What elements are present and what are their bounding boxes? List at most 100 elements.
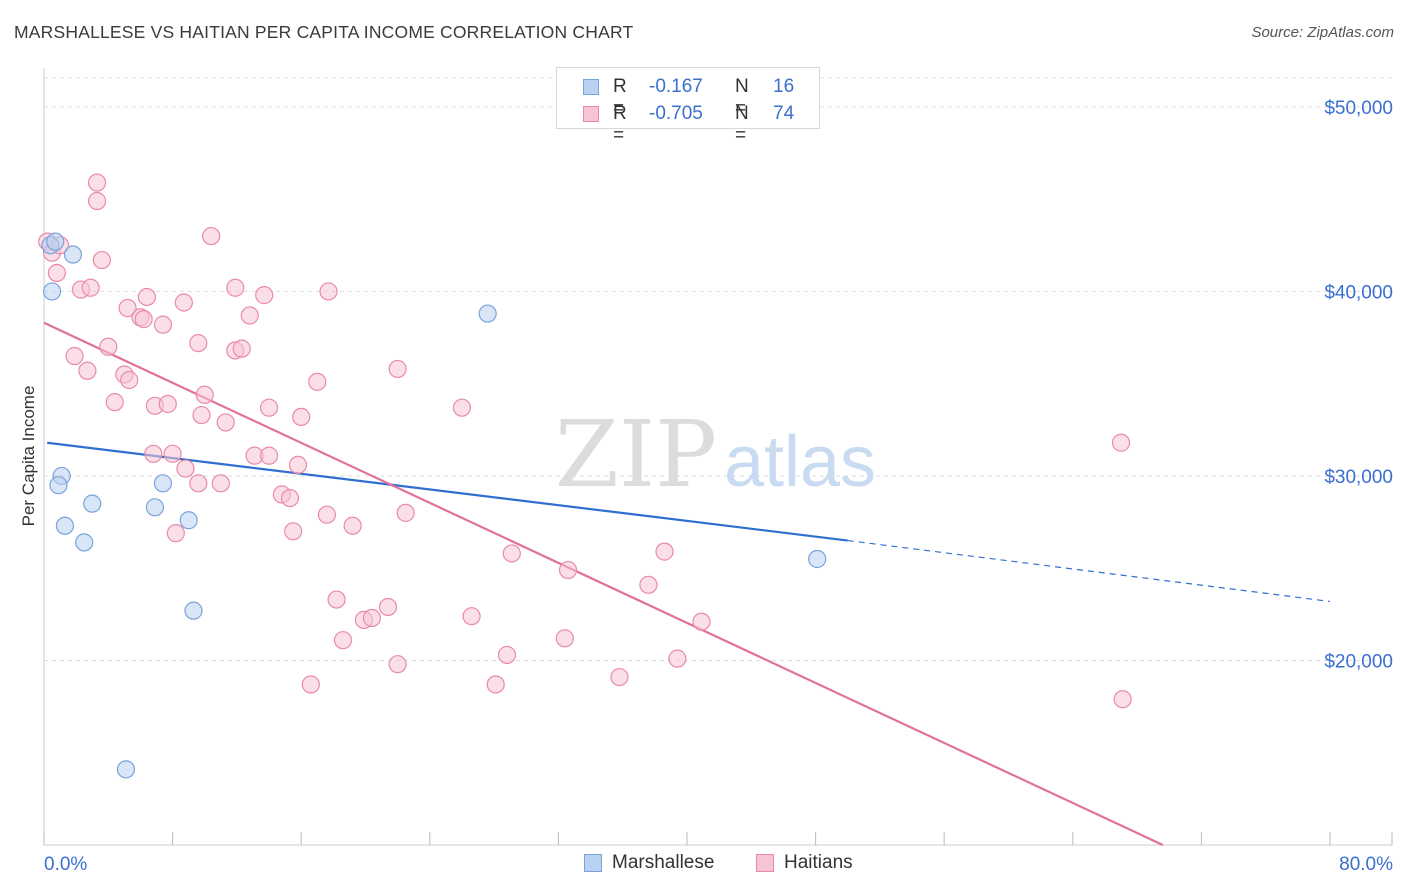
n-value: 74	[773, 103, 795, 124]
r-value: -0.705	[649, 103, 703, 124]
haitians-point	[462, 607, 481, 626]
series-legend: Marshallese Haitians	[0, 852, 1406, 876]
haitians-point	[378, 597, 398, 617]
haitians-point	[192, 405, 211, 425]
y-tick-label: $30,000	[1324, 467, 1393, 488]
watermark: ZIP atlas	[555, 401, 876, 508]
haitians-point	[388, 359, 407, 379]
haitians-point	[668, 649, 687, 668]
haitians-point	[497, 645, 517, 665]
haitians-point	[452, 398, 472, 417]
haitians-point	[486, 675, 505, 694]
haitians-point	[639, 575, 658, 594]
marshallese-swatch	[583, 79, 599, 95]
marshallese-legend-swatch	[584, 854, 602, 872]
haitians-point	[396, 503, 415, 522]
haitians-point	[87, 191, 107, 211]
marshallese-points	[41, 232, 827, 779]
n-label: N =	[735, 103, 749, 146]
haitians-swatch	[583, 106, 599, 122]
haitians-point	[288, 455, 308, 474]
haitians-point	[166, 524, 185, 543]
x-tick-label-max: 80.0%	[1339, 854, 1393, 875]
haitians-point	[78, 361, 97, 380]
r-value: -0.167	[649, 76, 703, 97]
n-label: N =	[735, 76, 749, 119]
haitians-point	[388, 655, 407, 674]
haitians-point	[232, 339, 251, 358]
marshallese-point	[145, 498, 165, 517]
marshallese-point	[153, 474, 173, 493]
haitians-point	[558, 560, 578, 580]
haitians-point	[259, 398, 279, 417]
marshallese-point	[63, 245, 83, 264]
haitians-point	[216, 413, 235, 432]
axes	[43, 68, 1393, 846]
haitians-point	[333, 631, 353, 650]
haitians-point	[259, 446, 279, 465]
marshallese-point	[55, 516, 74, 535]
haitians-point	[301, 675, 320, 694]
haitians-point	[158, 394, 177, 414]
axis-labels: $20,000 $30,000 $40,000 $50,000 0.0% 80.0% Per…	[19, 98, 1393, 875]
haitians-point	[292, 407, 311, 427]
haitians-point	[343, 516, 362, 535]
watermark-zip: ZIP	[555, 401, 717, 508]
haitians-point	[144, 444, 163, 463]
haitians-point	[137, 287, 156, 307]
haitians-point	[105, 393, 124, 412]
haitians-point	[226, 278, 245, 297]
haitians-point	[1113, 690, 1132, 709]
haitians-point	[189, 333, 208, 353]
marshallese-trend-extension	[847, 539, 1331, 603]
marshallese-point	[49, 476, 68, 495]
haitians-point	[284, 522, 303, 541]
marshallese-point	[478, 304, 497, 323]
haitians-point	[87, 173, 107, 192]
haitians-point	[555, 629, 574, 648]
y-tick-label: $20,000	[1324, 651, 1393, 672]
marshallese-point	[808, 549, 827, 569]
r-label: R =	[613, 76, 627, 119]
haitians-point	[189, 474, 208, 493]
source-label: Source: ZipAtlas.com	[1251, 24, 1394, 41]
haitians-point	[118, 298, 137, 318]
chart-title: MARSHALLESE VS HAITIAN PER CAPITA INCOME…	[14, 22, 634, 42]
grid-lines	[44, 77, 1392, 661]
haitians-point	[327, 590, 346, 609]
haitians-point	[362, 608, 382, 628]
marshallese-point	[46, 232, 65, 251]
haitians-point	[153, 315, 173, 334]
haitians-point	[1111, 433, 1131, 452]
haitians-legend-swatch	[756, 854, 774, 872]
haitians-point	[308, 372, 327, 391]
marshallese-point	[83, 494, 102, 513]
x-tick-label-min: 0.0%	[44, 854, 87, 875]
n-value: 16	[773, 76, 795, 97]
haitians-point	[134, 310, 153, 329]
haitians-point	[502, 544, 521, 563]
marshallese-point	[75, 533, 94, 552]
haitians-point	[240, 306, 259, 325]
marshallese-point	[184, 601, 203, 620]
haitians-point	[211, 474, 230, 493]
stats-legend: R = -0.167 N = 16 R = -0.705 N = 74	[556, 67, 820, 146]
haitians-point	[47, 263, 66, 283]
y-axis-title: Per Capita Income	[19, 386, 38, 527]
marshallese-point	[179, 511, 198, 530]
marshallese-trend-line	[47, 441, 848, 542]
haitians-point	[81, 278, 100, 297]
legend-label: Marshallese	[612, 852, 715, 873]
haitians-point	[610, 667, 629, 687]
haitians-point	[176, 459, 195, 478]
haitians-point	[655, 542, 674, 561]
haitians-point	[202, 226, 221, 246]
haitians-point	[195, 385, 214, 404]
y-tick-label: $40,000	[1324, 282, 1393, 303]
haitians-point	[280, 488, 300, 508]
legend-label: Haitians	[784, 852, 853, 873]
marshallese-point	[116, 760, 136, 779]
y-tick-label: $50,000	[1324, 98, 1393, 119]
haitians-point	[255, 286, 274, 305]
